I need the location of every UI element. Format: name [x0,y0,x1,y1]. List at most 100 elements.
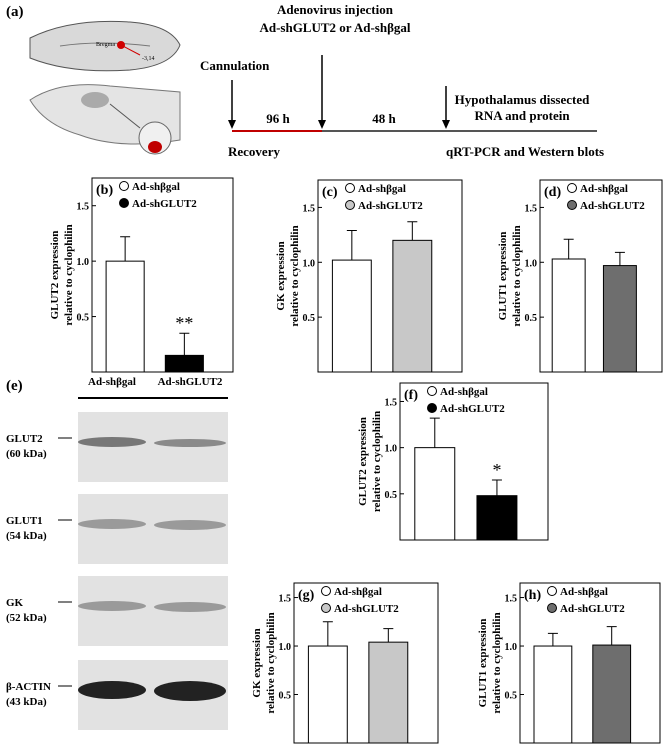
skull-label: Bregma [96,42,115,48]
blot-label: (60 kDa) [6,448,47,460]
plot-frame [91,177,234,373]
error-bar [346,229,357,261]
rat-drawing [29,84,181,155]
timeline [228,55,597,132]
y-axis-label: GK expression [275,241,287,310]
error-bar [547,632,558,647]
significance-label: ** [175,313,193,333]
y-axis-label: relative to cyclophilin [511,225,523,326]
legend-marker [567,183,577,193]
y-axis-label: relative to cyclophilin [289,225,301,326]
legend-marker [345,200,355,210]
y-tick-label: 1.0 [279,642,292,653]
blots [78,412,228,730]
error-bar [606,626,617,646]
bar [533,645,573,744]
timeline-text: Hypothalamus dissected [455,92,590,107]
timeline-text: Cannulation [200,58,270,73]
y-axis-label: GK expression [251,628,263,697]
y-axis-label: relative to cyclophilin [63,224,75,325]
panel-label: (c) [322,185,338,200]
legend-label: Ad-shβgal [132,181,180,193]
y-tick-label: 0.5 [385,490,398,501]
y-tick-label: 1.5 [505,594,518,605]
panel-label: (e) [6,378,23,394]
bar [551,258,586,373]
plot-frame [317,179,463,373]
legend-marker [547,603,557,613]
y-tick-label: 1.5 [385,397,398,408]
panel-label: (h) [524,588,541,603]
legend-label: Ad-shβgal [580,183,628,195]
panel-label: (b) [96,183,113,198]
plot-frame [293,582,439,744]
y-tick-label: 1.0 [385,444,398,455]
y-tick-label: 1.0 [525,258,538,269]
skull-drawing [29,20,181,72]
blot-band [154,602,226,612]
panel-label: (f) [404,388,418,403]
legend-label: Ad-shβgal [440,386,488,398]
timeline-text: Ad-shGLUT2 or Ad-shβgal [259,20,410,35]
bar [164,354,204,373]
bar [602,265,637,373]
significance-label: * [492,460,501,480]
lane-label: Ad-shGLUT2 [158,376,223,388]
legend-label: Ad-shGLUT2 [132,198,197,210]
blot-label: GLUT2 [6,433,43,445]
y-tick-label: 1.5 [303,203,316,214]
bar [592,644,632,744]
error-bar [407,221,418,241]
y-tick-label: 0.5 [77,313,90,324]
legend-label: Ad-shGLUT2 [334,603,399,615]
timeline-text: Adenovirus injection [277,2,394,17]
y-tick-label: 1.0 [77,257,90,268]
timeline-text: qRT-PCR and Western blots [446,144,604,159]
legend-label: Ad-shβgal [334,586,382,598]
blot-label: GLUT1 [6,515,43,527]
y-tick-label: 1.0 [303,258,316,269]
error-bar [179,332,190,356]
legend-label: Ad-shGLUT2 [440,403,505,415]
error-bar [322,621,333,647]
error-bar [429,417,440,448]
error-bar [120,236,131,262]
legend-label: Ad-shβgal [560,586,608,598]
error-bar [614,251,625,266]
legend-marker [321,603,331,613]
legend-label: Ad-shGLUT2 [560,603,625,615]
skull-label: -3,14 [142,56,155,62]
blot-label: GK [6,597,24,609]
y-axis-label: GLUT1 expression [497,232,509,321]
bar [392,239,433,373]
lane-label: Ad-shβgal [88,376,136,388]
legend-label: Ad-shβgal [358,183,406,195]
y-axis-label: GLUT1 expression [477,619,489,708]
y-tick-label: 1.5 [525,203,538,214]
blot-label: (54 kDa) [6,530,47,542]
panel-label: (a) [6,4,24,20]
y-axis-label: relative to cyclophilin [371,411,383,512]
y-tick-label: 1.0 [505,642,518,653]
bar [105,260,145,373]
blot-band [78,519,146,529]
timeline-text: Recovery [228,144,280,159]
y-axis-label: GLUT2 expression [49,231,61,320]
y-tick-label: 0.5 [303,313,316,324]
blot-band [78,601,146,611]
panel-label: (d) [544,185,561,200]
plot-frame [539,179,663,373]
blot-label: (52 kDa) [6,612,47,624]
timeline-text: 48 h [372,111,396,126]
error-bar [563,238,574,259]
y-axis-label: GLUT2 expression [357,417,369,506]
blot-band [154,681,226,701]
error-bar [491,479,502,496]
legend-marker [119,181,129,191]
bar [414,447,456,541]
timeline-text: 96 h [266,111,290,126]
y-tick-label: 0.5 [279,691,292,702]
bar [331,259,372,373]
panel-label: (g) [298,588,315,603]
blot [78,412,228,482]
